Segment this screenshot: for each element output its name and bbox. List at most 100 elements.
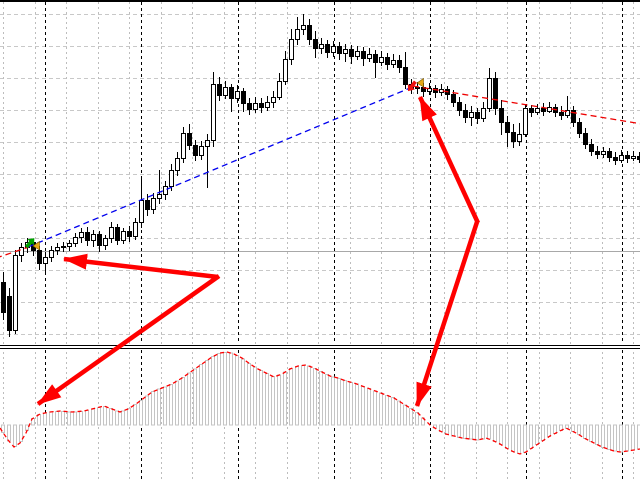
histogram-bar — [139, 399, 143, 426]
oscillator-histogram — [1, 351, 640, 455]
oscillator-signal-line — [0, 351, 640, 455]
annotation-arrow-layer[interactable] — [36, 96, 481, 407]
histogram-bar — [169, 383, 173, 426]
down-trendline[interactable] — [412, 85, 640, 125]
histogram-bar — [115, 410, 119, 426]
candle-body — [571, 110, 576, 123]
histogram-bar — [163, 386, 167, 426]
candle-body — [349, 49, 354, 57]
histogram-bar — [319, 371, 323, 426]
histogram-bar — [355, 383, 359, 426]
histogram-bar — [259, 370, 263, 426]
buy-arrow-icon[interactable] — [23, 235, 38, 250]
histogram-bar — [463, 424, 467, 439]
candle-body — [523, 108, 528, 135]
histogram-bar — [409, 408, 413, 426]
histogram-bar — [247, 362, 251, 426]
annotation-arrow[interactable] — [417, 96, 481, 224]
histogram-bar — [199, 364, 203, 426]
histogram-bar — [457, 424, 461, 438]
histogram-bar — [607, 424, 611, 450]
candle-body — [301, 25, 306, 30]
histogram-bar — [277, 374, 281, 426]
histogram-bar — [37, 414, 41, 426]
candle-body — [559, 112, 564, 116]
histogram-bar — [547, 424, 551, 438]
sell-arrow-icon[interactable] — [404, 79, 418, 94]
candle-body — [367, 54, 372, 59]
annotation-arrow[interactable] — [36, 274, 221, 406]
candle-body — [505, 122, 510, 133]
previous-down-trendline-tail[interactable] — [0, 246, 30, 258]
histogram-bar — [295, 365, 299, 426]
candle-body — [337, 46, 342, 54]
histogram-bar — [583, 424, 587, 439]
candle-body — [463, 110, 468, 118]
histogram-bar — [271, 376, 275, 426]
candle-body — [229, 87, 234, 99]
histogram-bar — [253, 366, 257, 426]
histogram-bar — [331, 376, 335, 426]
candle-body — [583, 133, 588, 145]
histogram-bar — [403, 404, 407, 426]
candle-body — [175, 158, 180, 171]
candle-body — [487, 78, 492, 109]
histogram-bar — [187, 372, 191, 426]
histogram-bar — [289, 368, 293, 426]
candle-body — [295, 29, 300, 40]
candle-body — [19, 247, 24, 256]
candle-body — [73, 237, 78, 244]
candle-body — [121, 231, 126, 241]
candle-body — [457, 102, 462, 111]
candlestick-layer — [1, 14, 640, 337]
window-separator[interactable] — [0, 344, 640, 349]
candle-body — [259, 103, 264, 108]
candle-body — [499, 108, 504, 123]
trade-marker-layer[interactable] — [23, 77, 424, 251]
candle-body — [469, 112, 474, 118]
histogram-bar — [445, 424, 449, 435]
candle-body — [613, 157, 618, 161]
candle-body — [241, 91, 246, 104]
histogram-bar — [223, 351, 227, 426]
candle-body — [43, 257, 48, 264]
annotation-arrow[interactable] — [414, 221, 480, 407]
buy-arrow-flag-icon[interactable] — [32, 240, 40, 251]
histogram-bar — [145, 395, 149, 426]
window-separator-band[interactable] — [0, 344, 640, 349]
candle-body — [13, 255, 18, 331]
candle-body — [595, 151, 600, 155]
candle-body — [253, 103, 258, 110]
candle-body — [415, 87, 420, 89]
sell-arrow-flag-icon[interactable] — [416, 77, 424, 88]
histogram-bar — [499, 424, 503, 446]
histogram-bar — [589, 424, 593, 442]
up-trendline[interactable] — [27, 87, 411, 248]
candle-body — [139, 200, 144, 223]
trendline-layer[interactable] — [0, 85, 640, 258]
histogram-bar — [301, 364, 305, 426]
candle-body — [205, 140, 210, 147]
candle-body — [103, 238, 108, 246]
histogram-bar — [361, 385, 365, 426]
histogram-bar — [67, 411, 71, 426]
chart-top-border — [0, 0, 640, 2]
candle-body — [481, 108, 486, 119]
candle-body — [61, 246, 66, 248]
candle-body — [631, 156, 636, 159]
histogram-bar — [7, 424, 11, 442]
candle-body — [37, 250, 42, 264]
candle-body — [607, 151, 612, 158]
candle-body — [577, 122, 582, 134]
annotation-arrow[interactable] — [63, 253, 219, 280]
histogram-bar — [181, 376, 185, 426]
candle-body — [379, 57, 384, 63]
histogram-bar — [415, 411, 419, 426]
histogram-bar — [109, 408, 113, 426]
candle-body — [211, 84, 216, 141]
candle-body — [235, 91, 240, 99]
candle-body — [193, 145, 198, 156]
candle-body — [49, 250, 54, 258]
